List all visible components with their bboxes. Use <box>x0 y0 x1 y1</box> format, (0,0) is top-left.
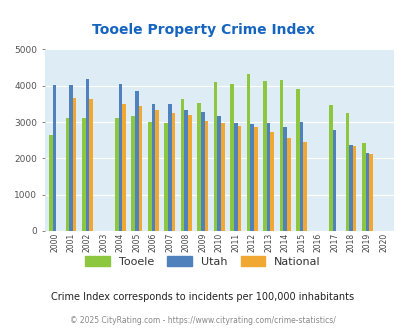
Bar <box>345 114 348 231</box>
Bar <box>197 103 200 231</box>
Bar <box>82 118 85 231</box>
Bar <box>352 146 356 231</box>
Bar <box>365 153 369 231</box>
Bar <box>348 145 352 231</box>
Bar <box>49 135 53 231</box>
Bar <box>369 154 372 231</box>
Bar <box>85 79 89 231</box>
Bar <box>283 127 286 231</box>
Bar <box>286 138 290 231</box>
Bar <box>332 130 335 231</box>
Bar <box>151 104 155 231</box>
Text: Tooele Property Crime Index: Tooele Property Crime Index <box>92 23 313 37</box>
Bar <box>147 122 151 231</box>
Bar <box>180 98 184 231</box>
Bar <box>254 127 257 231</box>
Bar <box>139 107 142 231</box>
Bar <box>328 105 332 231</box>
Bar <box>72 98 76 231</box>
Bar <box>220 123 224 231</box>
Bar <box>131 115 135 231</box>
Text: Crime Index corresponds to incidents per 100,000 inhabitants: Crime Index corresponds to incidents per… <box>51 292 354 302</box>
Bar <box>115 118 118 231</box>
Bar <box>230 83 233 231</box>
Bar <box>295 89 299 231</box>
Bar <box>233 123 237 231</box>
Bar <box>118 83 122 231</box>
Bar <box>266 123 270 231</box>
Bar <box>270 132 273 231</box>
Bar <box>89 99 93 231</box>
Bar <box>155 110 158 231</box>
Bar <box>279 80 283 231</box>
Bar <box>217 115 220 231</box>
Bar <box>69 85 72 231</box>
Bar <box>122 104 126 231</box>
Bar <box>204 121 208 231</box>
Bar <box>188 115 191 231</box>
Text: © 2025 CityRating.com - https://www.cityrating.com/crime-statistics/: © 2025 CityRating.com - https://www.city… <box>70 315 335 325</box>
Bar <box>135 91 139 231</box>
Bar <box>168 104 171 231</box>
Bar <box>66 118 69 231</box>
Bar <box>250 123 254 231</box>
Bar <box>164 123 168 231</box>
Bar <box>303 142 306 231</box>
Bar <box>262 81 266 231</box>
Bar <box>184 110 188 231</box>
Bar <box>246 74 250 231</box>
Bar <box>53 85 56 231</box>
Bar <box>200 112 204 231</box>
Bar <box>171 114 175 231</box>
Legend: Tooele, Utah, National: Tooele, Utah, National <box>85 256 320 267</box>
Bar <box>213 82 217 231</box>
Bar <box>361 143 365 231</box>
Bar <box>299 122 303 231</box>
Bar <box>237 126 241 231</box>
